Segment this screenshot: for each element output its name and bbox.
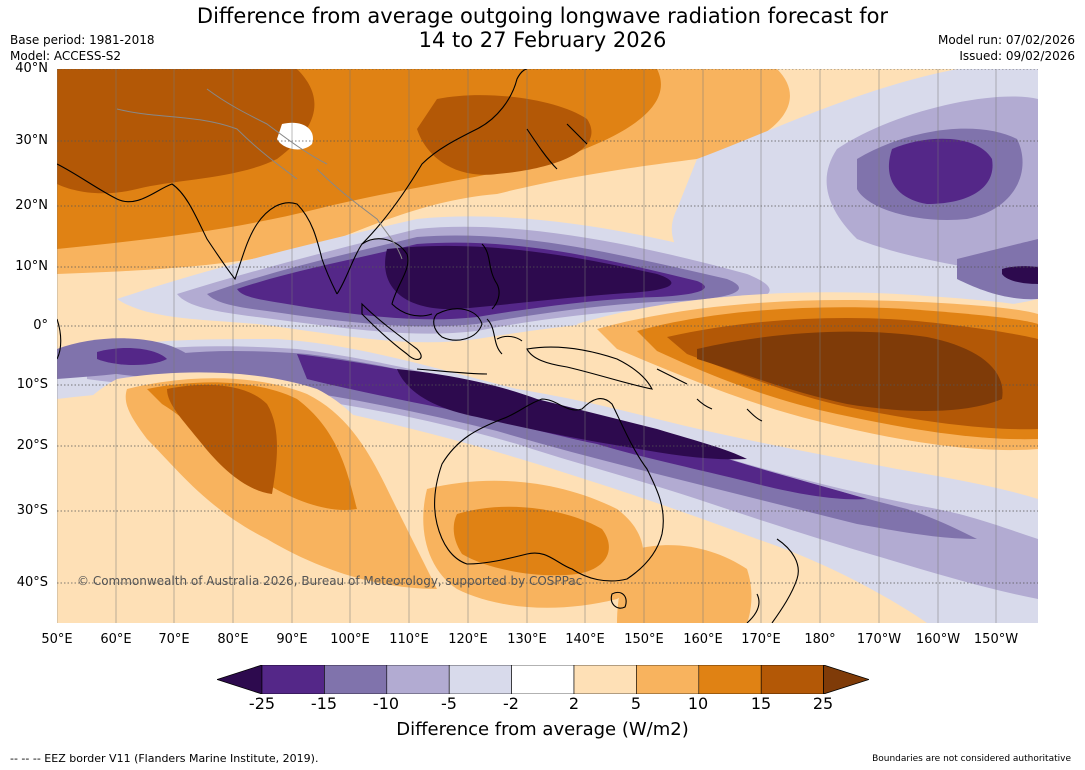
meridians [57, 69, 997, 623]
field-tibet-neg [277, 122, 313, 150]
field-nw-pacific-neg-max [888, 138, 993, 204]
colorbar-tick: -10 [372, 694, 400, 713]
colorbar-swatch [636, 665, 700, 694]
lon-label: 150°W [973, 632, 1019, 647]
borders [116, 88, 403, 260]
colorbar-high-extend [823, 665, 869, 694]
field-asia-pos-max [57, 69, 315, 194]
colorbar-tick: 25 [812, 694, 834, 713]
lon-label: 100°E [330, 632, 370, 647]
colorbar-swatch [386, 665, 450, 694]
disclaimer-text: Boundaries are not considered authoritat… [872, 754, 1071, 764]
lon-label: 90°E [276, 632, 308, 647]
coastlines [57, 69, 799, 623]
field-sio-pos-max [167, 384, 277, 494]
field-south-band-light [57, 339, 1038, 623]
coast-tasmania [610, 591, 627, 609]
lon-label: 140°E [565, 632, 605, 647]
coast-java [416, 368, 488, 375]
coast-arabia-india [57, 163, 338, 295]
coast-australia [433, 398, 664, 582]
lon-label: 50°E [41, 632, 73, 647]
model-text: Model: ACCESS-S2 [10, 49, 122, 63]
title-line-2: 14 to 27 February 2026 [418, 28, 667, 52]
colorbar-tick: -25 [248, 694, 276, 713]
colorbar-tick: -5 [441, 694, 457, 713]
coast-new-zealand [746, 538, 799, 623]
meta-right: Model run: 07/02/2026 Issued: 09/02/2026 [938, 32, 1075, 64]
olr-anomaly-map [57, 69, 1038, 623]
lat-label: 40°S [16, 575, 48, 590]
coast-sumatra [361, 302, 422, 360]
lon-label: 80°E [217, 632, 249, 647]
coast-philippines [481, 243, 500, 310]
lat-label: 10°N [15, 259, 48, 274]
colorbar-title: Difference from average (W/m2) [396, 719, 689, 740]
lon-label: 170°W [856, 632, 902, 647]
title-line-1: Difference from average outgoing longwav… [196, 4, 889, 28]
base-period-text: Base period: 1981-2018 [10, 33, 155, 47]
graticule [57, 69, 1038, 584]
lat-label: 0° [33, 318, 48, 333]
eez-note: -- -- -- EEZ border V11 (Flanders Marine… [10, 752, 319, 765]
colorbar-swatch [448, 665, 512, 694]
colorbar [217, 665, 869, 694]
field-tasman-pos [617, 545, 752, 623]
colorbar-tick: 10 [687, 694, 709, 713]
lon-label: 120°E [448, 632, 488, 647]
lat-label: 20°N [15, 198, 48, 213]
lat-label: 10°S [16, 377, 48, 392]
map-title: Difference from average outgoing longwav… [170, 4, 915, 52]
lat-label: 20°S [16, 438, 48, 453]
colorbar-tick: 5 [630, 694, 642, 713]
colorbar-swatch [324, 665, 388, 694]
lon-label: 130°E [507, 632, 547, 647]
lon-label: 160°E [683, 632, 723, 647]
colorbar-tick: 2 [568, 694, 580, 713]
coast-sulawesi [486, 318, 523, 355]
field-pacific-pos-max [697, 331, 1003, 411]
lon-label: 70°E [158, 632, 190, 647]
copyright-text: © Commonwealth of Australia 2026, Bureau… [77, 574, 583, 588]
colorbar-swatch [698, 665, 762, 694]
field-china-pos-max [417, 95, 592, 175]
colorbar-tick: -2 [503, 694, 519, 713]
colorbar-low-extend [217, 665, 263, 694]
lon-label: 170°E [741, 632, 781, 647]
coast-africa [57, 318, 62, 360]
field-aus-pos-strong [453, 506, 609, 576]
field-eq-band-max [385, 245, 672, 310]
lon-label: 160°W [915, 632, 961, 647]
field-east-pacific-neg [957, 239, 1038, 300]
coast-new-guinea [526, 346, 653, 390]
meta-left: Base period: 1981-2018 Model: ACCESS-S2 [10, 32, 155, 64]
field-south-band-strong [117, 351, 977, 539]
lat-label: 40°N [15, 61, 48, 76]
coast-se-asia [336, 238, 433, 317]
lon-label: 180° [804, 632, 836, 647]
lon-label: 60°E [100, 632, 132, 647]
coast-japan [526, 123, 588, 170]
colorbar-tick: 15 [750, 694, 772, 713]
coast-china [361, 69, 528, 245]
coast-pacific-islands [656, 368, 763, 422]
lat-label: 30°N [15, 133, 48, 148]
colorbar-tick: -15 [310, 694, 338, 713]
issued-text: Issued: 09/02/2026 [959, 49, 1075, 63]
field-wio-neg-max [97, 348, 167, 365]
model-run-text: Model run: 07/02/2026 [937, 33, 1075, 47]
colorbar-swatch [760, 665, 824, 694]
lon-label: 150°E [624, 632, 664, 647]
colorbar-swatch [261, 665, 325, 694]
lon-label: 110°E [389, 632, 429, 647]
field-south-band-max [397, 369, 747, 460]
field-east-pacific-neg-max [1002, 266, 1038, 284]
colorbar-swatch [511, 665, 575, 694]
colorbar-swatch [573, 665, 637, 694]
coast-borneo [433, 308, 483, 341]
lat-label: 30°S [16, 503, 48, 518]
